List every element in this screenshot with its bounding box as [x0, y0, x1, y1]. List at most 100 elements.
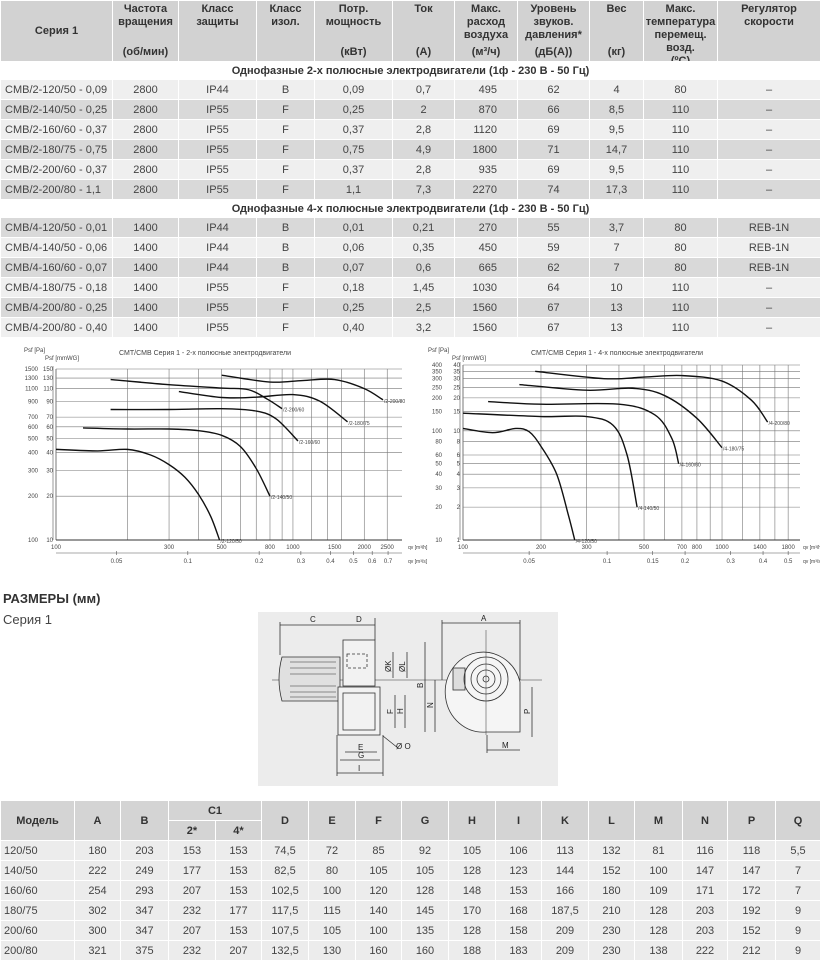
column-header: Класс защиты: [178, 0, 257, 62]
curve-4-14050: [462, 412, 638, 508]
table-cell: 80: [643, 257, 718, 278]
x-axis-label: qv [m³/h]: [408, 545, 428, 551]
table-cell: 249: [120, 860, 169, 881]
column-header: Серия 1: [0, 0, 113, 62]
table-cell: 212: [727, 940, 776, 961]
table-cell: 0,09: [314, 79, 393, 100]
x-tick-label-secondary: 0.3: [297, 559, 306, 565]
dimensions-heading: РАЗМЕРЫ (мм): [3, 591, 101, 606]
table-cell: 495: [454, 79, 518, 100]
table-cell: 0,18: [314, 277, 393, 298]
y-tick-label: 10: [435, 538, 442, 544]
label-c: C: [310, 615, 316, 624]
table-cell: IP55: [178, 159, 257, 180]
column-header: A: [74, 800, 121, 841]
y-tick-label: 300: [432, 377, 443, 383]
table-cell: IP44: [178, 217, 257, 238]
table-cell: 188: [448, 940, 496, 961]
table-cell: 64: [517, 277, 590, 298]
performance-charts: CMT/CMB Серия 1 - 2-х полюсные электродв…: [24, 348, 820, 565]
column-header: N: [682, 800, 728, 841]
y-tick-label: 700: [28, 415, 39, 421]
curve-2-20060: [110, 378, 283, 410]
table-cell: 2,8: [392, 119, 455, 140]
table-cell: REB-1N: [717, 257, 820, 278]
table-cell: 0,7: [392, 79, 455, 100]
table-cell: 168: [495, 900, 542, 921]
y-tick-label-secondary: 2: [457, 505, 461, 511]
table-cell: 105: [308, 920, 356, 941]
table-cell: F: [256, 277, 315, 298]
table-cell: 128: [448, 920, 496, 941]
table-cell: 117,5: [261, 900, 309, 921]
column-header: Макс. температура перемещ. возд. (ºC): [643, 0, 718, 62]
curve-2-14050: [82, 427, 271, 497]
y-tick-label: 100: [432, 429, 443, 435]
table-cell: 0,35: [392, 237, 455, 258]
table-cell: 177: [215, 900, 262, 921]
table-cell: 347: [120, 900, 169, 921]
table-cell: 106: [495, 840, 542, 861]
table-cell: 8,5: [589, 99, 644, 120]
table-cell: 153: [215, 860, 262, 881]
table-cell: 171: [682, 880, 728, 901]
column-unit: (А): [415, 46, 432, 58]
table-cell: 2: [392, 99, 455, 120]
y-tick-label-secondary: 8: [457, 439, 461, 445]
x-tick-label: 1000: [286, 545, 300, 551]
table-cell: 105: [401, 860, 449, 881]
y-tick-label-secondary: 130: [43, 376, 54, 382]
x-tick-label: 100: [458, 545, 469, 551]
y-tick-label: 100: [28, 538, 39, 544]
curve-label: /2-200/80: [384, 399, 405, 405]
table-cell: 110: [643, 139, 718, 160]
column-header: M: [634, 800, 683, 841]
table-cell: 80: [308, 860, 356, 881]
y-tick-label: 30: [435, 486, 442, 492]
table-cell: 110: [643, 99, 718, 120]
column-title: Регулятор скорости: [741, 3, 797, 28]
y-tick-label: 900: [28, 399, 39, 405]
label-p: P: [523, 709, 532, 714]
table-cell: 71: [517, 139, 590, 160]
y-tick-label: 1100: [25, 387, 39, 393]
table-cell: 270: [454, 217, 518, 238]
curve-label: /2-200/60: [283, 408, 304, 414]
table-cell: IP44: [178, 237, 257, 258]
table-cell: 203: [682, 900, 728, 921]
column-header: E: [308, 800, 356, 841]
table-cell: 67: [517, 297, 590, 318]
y-tick-label: 80: [435, 439, 442, 445]
table-cell: 110: [643, 159, 718, 180]
label-h: H: [396, 708, 405, 714]
outlet-flange: [337, 686, 381, 736]
table-cell: F: [256, 297, 315, 318]
table-cell: 140: [355, 900, 402, 921]
x-tick-label: 2000: [358, 545, 372, 551]
table-cell: –: [717, 119, 820, 140]
table-cell: 59: [517, 237, 590, 258]
table-cell: 1400: [112, 237, 179, 258]
table-cell: 147: [682, 860, 728, 881]
label-o: Ø O: [396, 742, 411, 751]
y-tick-label: 400: [28, 450, 39, 456]
model-cell: CMB/4-160/60 - 0,07: [0, 257, 113, 278]
table-cell: 110: [643, 179, 718, 200]
model-cell: CMB/2-180/75 - 0,75: [0, 139, 113, 160]
y-tick-label: 20: [435, 505, 442, 511]
table-cell: 144: [541, 860, 589, 881]
table-cell: 17,3: [589, 179, 644, 200]
table-cell: F: [256, 139, 315, 160]
table-row: CMB/2-140/50 - 0,25 2800 IP55 F 0,25 2 870 66 8,…: [0, 99, 820, 120]
table-cell: 9: [775, 940, 820, 961]
table-cell: 148: [448, 880, 496, 901]
x-tick-label: 500: [217, 545, 228, 551]
specifications-table: Серия 1 Частота вращения (об/мин) Класс защ…: [0, 0, 820, 338]
y-tick-label-secondary: 25: [453, 385, 460, 391]
x-tick-label-secondary: 0.2: [255, 559, 264, 565]
y-tick-label: 200: [28, 494, 39, 500]
table-cell: 232: [168, 940, 216, 961]
table-cell: B: [256, 237, 315, 258]
table-header-row: Серия 1 Частота вращения (об/мин) Класс защ…: [0, 0, 820, 62]
column-header: Ток (А): [392, 0, 455, 62]
